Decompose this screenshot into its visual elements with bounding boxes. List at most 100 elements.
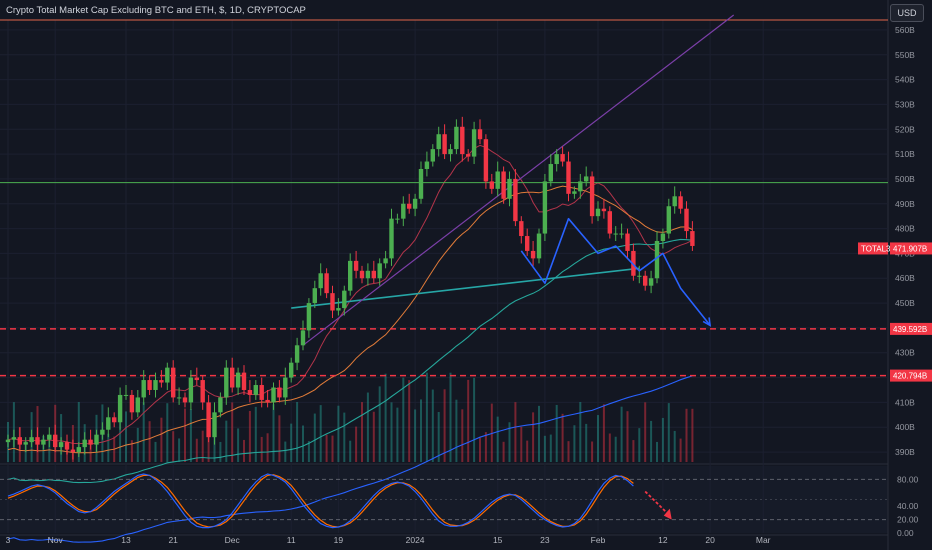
price-tick-label: 560B [895, 25, 915, 35]
volume-bar [402, 377, 405, 462]
volume-bar [77, 402, 80, 462]
volume-bar [313, 413, 316, 462]
candle-body [371, 270, 376, 279]
price-tick-label: 530B [895, 99, 915, 109]
volume-bar [685, 408, 688, 462]
candle-body [265, 399, 270, 403]
candle-body [330, 293, 335, 311]
volume-bar [467, 379, 470, 462]
volume-bar [331, 435, 334, 462]
candle-body [41, 439, 46, 445]
candle-body [477, 129, 483, 140]
candle-body [625, 233, 630, 251]
volume-bar [449, 372, 452, 462]
volume-bar [243, 439, 245, 462]
volume-bar [231, 402, 234, 462]
volume-bar [673, 430, 676, 462]
candle-body [430, 149, 435, 162]
oscillator-down-arrow [644, 490, 670, 516]
candle-body [601, 208, 607, 212]
candle-body [660, 233, 666, 241]
candle-body [637, 275, 642, 277]
level-tag-bg [890, 322, 932, 335]
candle-body [483, 139, 489, 182]
volume-bar [626, 411, 629, 462]
oscillator-arrowhead [663, 508, 672, 520]
volume-bar [691, 408, 694, 462]
volume-bar [585, 423, 588, 462]
candle-body [194, 377, 199, 381]
volume-bar [484, 432, 487, 462]
currency-button[interactable]: USD [890, 4, 924, 22]
candle-body [654, 241, 660, 279]
candle-body [58, 442, 64, 448]
oscillator-tick-label: 40.00 [897, 501, 919, 511]
candle-body [436, 134, 441, 150]
time-tick-label: 19 [334, 535, 344, 545]
candle-body [5, 439, 11, 443]
volume-bar [620, 406, 623, 462]
volume-bar [284, 441, 287, 462]
candle-body [11, 437, 17, 440]
volume-bar [48, 434, 51, 462]
volume-bar [278, 415, 281, 462]
price-tick-label: 540B [895, 75, 915, 85]
candle-body [53, 434, 58, 448]
candle-body [595, 208, 601, 217]
time-tick-label: 3 [6, 535, 11, 545]
volume-bar [431, 389, 434, 462]
candle-body [619, 233, 624, 235]
volume-bar [307, 441, 310, 462]
volume-bar [520, 426, 523, 462]
candle-body [300, 330, 306, 346]
volume-bar [201, 430, 204, 462]
volume-bar [526, 440, 529, 462]
candle-body [448, 149, 453, 155]
candle-body [418, 168, 424, 199]
volume-bar [260, 436, 263, 462]
level-tag-label: 439.592B [893, 325, 927, 334]
price-tick-label: 390B [895, 447, 915, 457]
volume-bar [638, 428, 641, 462]
candle-body [200, 380, 205, 403]
volume-bar [254, 406, 257, 462]
volume-bar [650, 420, 653, 462]
candle-body [176, 397, 182, 399]
candle-body [271, 387, 276, 403]
volume-bar [225, 420, 228, 462]
volume-bar [378, 386, 381, 462]
volume-bar [667, 403, 670, 462]
candle-body [525, 236, 530, 251]
volume-bar [508, 422, 511, 462]
candle-body [407, 203, 412, 209]
oscillator-pane [0, 466, 888, 533]
candle-body [94, 434, 99, 445]
candle-body [241, 372, 247, 390]
candle-body [560, 154, 565, 162]
candle-body [690, 231, 695, 246]
candle-body [29, 437, 34, 443]
candle-body [348, 260, 353, 291]
candle-body [542, 181, 548, 234]
candle-body [424, 161, 430, 169]
candle-body [159, 380, 164, 383]
volume-bar [248, 410, 251, 462]
volume-bar [237, 428, 240, 462]
volume-bar [549, 434, 552, 462]
time-tick-label: 13 [121, 535, 131, 545]
time-tick-label: 20 [705, 535, 715, 545]
volume-bar [372, 411, 375, 462]
candle-body [607, 211, 612, 234]
volume-bar [272, 404, 275, 462]
volume-bar [302, 425, 304, 462]
volume-bar [543, 435, 546, 462]
candle-body [289, 362, 294, 378]
candle-body [182, 397, 188, 403]
volume-bar [602, 404, 605, 462]
volume-bar [420, 399, 422, 462]
time-tick-label: Nov [48, 535, 64, 545]
volume-bar [579, 402, 582, 462]
candle-body [283, 377, 288, 398]
candle-body [17, 437, 22, 445]
